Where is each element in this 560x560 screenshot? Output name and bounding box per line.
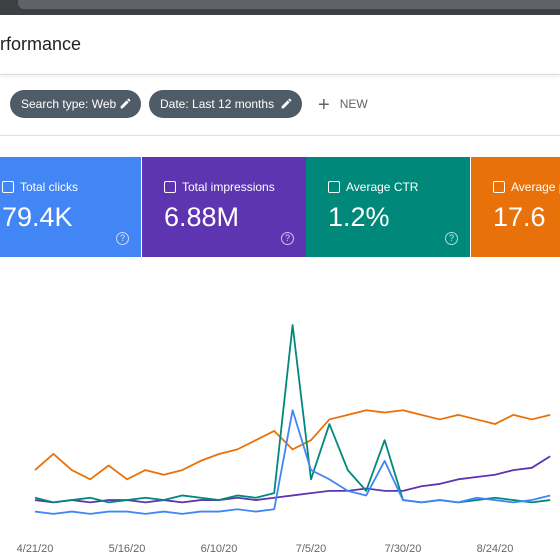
metric-card[interactable]: Total impressions 6.88M? <box>142 157 306 257</box>
help-icon: ? <box>445 232 458 245</box>
x-tick-label: 7/30/20 <box>385 543 422 555</box>
series-line <box>34 455 551 504</box>
x-tick-label: 6/10/20 <box>201 543 238 555</box>
metric-card[interactable]: Total clicks 79.4K? <box>0 157 141 257</box>
x-tick-label: 8/24/20 <box>477 543 514 555</box>
metric-card[interactable]: Average p17.6? <box>471 157 560 257</box>
checkbox <box>164 181 176 193</box>
chip-label: Search type: Web <box>21 97 117 111</box>
metric-value: 79.4K <box>2 202 73 232</box>
x-tick-label: 7/5/20 <box>296 543 327 555</box>
metric-value: 1.2% <box>328 202 390 232</box>
divider <box>0 74 560 75</box>
metric-label: Average p <box>511 180 560 194</box>
x-tick-label: 4/21/20 <box>17 543 54 555</box>
series-line <box>34 409 551 481</box>
new-label: NEW <box>339 97 368 111</box>
checkbox <box>328 181 340 193</box>
metric-label: Total clicks <box>20 180 79 194</box>
checkbox <box>493 181 505 193</box>
help-icon: ? <box>116 232 129 245</box>
metric-label: Total impressions <box>182 180 275 194</box>
metric-label: Average CTR <box>346 180 419 194</box>
search-field[interactable] <box>18 0 560 9</box>
x-tick-label: 5/16/20 <box>109 543 146 555</box>
metric-value: 6.88M <box>164 202 240 232</box>
page-title: rformance <box>0 34 82 54</box>
divider <box>0 135 560 136</box>
help-icon: ? <box>281 232 294 245</box>
filter-chip[interactable]: Date: Last 12 months <box>149 90 302 118</box>
metric-value: 17.6 <box>493 202 546 232</box>
filter-chip[interactable]: Search type: Web <box>10 90 141 118</box>
metric-card[interactable]: Average CTR 1.2%? <box>306 157 470 257</box>
top-bar <box>0 0 560 15</box>
series-line <box>34 409 551 515</box>
checkbox <box>2 181 14 193</box>
new-button[interactable]: + NEW <box>318 94 368 116</box>
chip-label: Date: Last 12 months <box>160 97 275 111</box>
